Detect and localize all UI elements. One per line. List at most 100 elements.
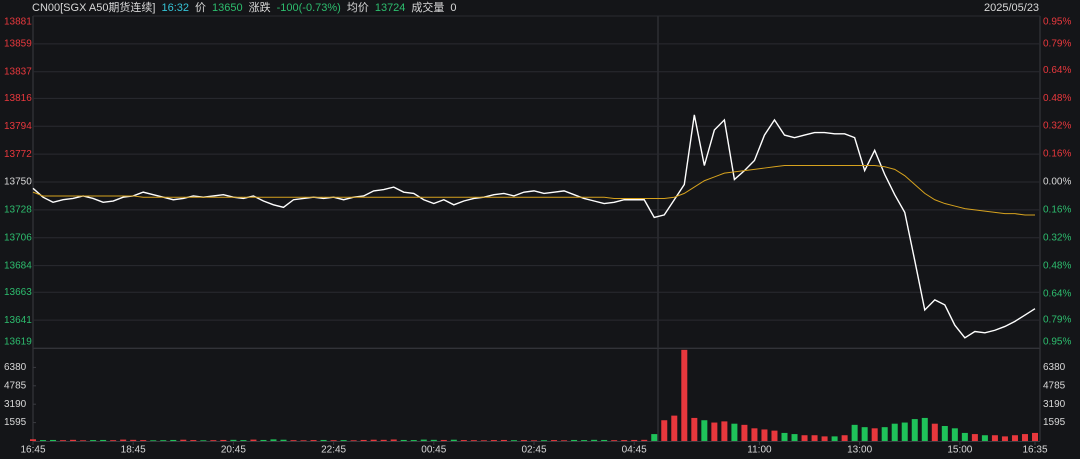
volume-bar — [90, 440, 97, 441]
volume-bar — [40, 440, 47, 441]
volume-bar — [541, 440, 548, 441]
volume-bar — [861, 427, 868, 441]
volume-bar — [721, 421, 728, 441]
y-tick-label: 13750 — [4, 177, 32, 188]
volume-bar — [280, 439, 287, 441]
volume-bar — [821, 436, 828, 441]
y-tick-label: 13772 — [4, 149, 32, 160]
volume-bar — [771, 430, 778, 441]
x-tick-label: 16:45 — [20, 445, 45, 456]
volume-bar — [971, 434, 978, 441]
y2-tick-label: 6380 — [1043, 362, 1066, 373]
change: -100(-0.73%) — [276, 2, 341, 14]
volume-bar — [551, 440, 558, 441]
volume-bar — [1001, 436, 1008, 441]
x-tick-label: 02:45 — [521, 445, 546, 456]
volume-bar — [370, 439, 377, 441]
symbol: CN00[SGX A50期货连续] — [32, 2, 156, 14]
x-tick-label: 11:00 — [747, 445, 772, 456]
volume-bar — [260, 439, 267, 441]
y-tick-label: 1595 — [4, 417, 27, 428]
x-tick-label: 15:00 — [947, 445, 972, 456]
volume-bar — [931, 423, 938, 441]
x-tick-label: 16:35 — [1022, 445, 1047, 456]
y2-tick-label: 3190 — [1043, 399, 1066, 410]
price-label: 价 — [195, 2, 207, 14]
y-tick-label: 4785 — [4, 380, 27, 391]
y2-tick-label: 0.79% — [1043, 39, 1071, 50]
volume-bar — [170, 439, 177, 441]
volume-bar — [440, 439, 447, 441]
volume-bar — [801, 435, 808, 441]
volume-bar — [180, 439, 187, 441]
y-tick-label: 13881 — [4, 17, 32, 28]
volume-bar — [691, 417, 698, 441]
volume-bar — [641, 439, 648, 441]
y-tick-label: 13706 — [4, 232, 32, 243]
volume-bar — [701, 420, 708, 441]
volume-bar — [951, 428, 958, 441]
volume-bar — [1011, 435, 1018, 441]
volume-bar — [561, 440, 568, 441]
y2-tick-label: 0.64% — [1043, 288, 1071, 299]
y-tick-label: 13641 — [4, 315, 32, 326]
volume-bar — [581, 440, 588, 441]
volume-bar — [390, 439, 397, 441]
volume-bar — [130, 439, 137, 441]
volume-bar — [741, 424, 748, 441]
volume-bar — [380, 439, 387, 441]
volume-bar — [430, 439, 437, 441]
date: 2025/05/23 — [984, 2, 1040, 14]
volume-bar — [791, 434, 798, 441]
volume-bar — [510, 440, 517, 441]
volume-bar — [190, 440, 197, 441]
y-tick-label: 13837 — [4, 66, 32, 77]
volume-bar — [921, 417, 928, 441]
volume-bar — [490, 440, 497, 441]
volume-bar — [420, 439, 427, 441]
volume-bar — [50, 439, 57, 441]
volume-bar — [661, 420, 668, 441]
volume-bar — [961, 432, 968, 441]
volume-bar — [140, 440, 147, 441]
volume-bar — [80, 440, 87, 441]
y2-tick-label: 0.48% — [1043, 261, 1071, 272]
x-tick-label: 04:45 — [622, 445, 647, 456]
volume-bar — [500, 439, 507, 441]
y2-tick-label: 0.95% — [1043, 17, 1071, 28]
volume-bar — [270, 439, 277, 441]
volume-bar — [290, 440, 297, 441]
y2-tick-label: 0.00% — [1043, 177, 1071, 188]
volume-bar — [571, 439, 578, 441]
volume-bar — [350, 440, 357, 441]
volume-bar — [60, 440, 67, 441]
change-label: 涨跌 — [248, 2, 271, 14]
header: CN00[SGX A50期货连续] 16:32 价 13650 涨跌 -100(-0.73… — [0, 0, 1080, 16]
volume-bar — [120, 439, 127, 441]
volume-bar — [901, 422, 908, 441]
volume-bar — [70, 439, 77, 441]
volume-bar — [711, 422, 718, 441]
volume-bar — [400, 439, 407, 441]
y2-tick-label: 0.95% — [1043, 337, 1071, 348]
y-tick-label: 13619 — [4, 337, 32, 348]
volume-bar — [981, 435, 988, 441]
y-tick-label: 13859 — [4, 39, 32, 50]
volume-bar — [310, 440, 317, 441]
volume-bar — [160, 440, 167, 441]
y-tick-label: 3190 — [4, 399, 27, 410]
y2-tick-label: 1595 — [1043, 417, 1066, 428]
y-tick-label: 6380 — [4, 362, 27, 373]
volume-bar — [330, 440, 337, 441]
volume-bar — [941, 426, 948, 441]
y2-tick-label: 0.32% — [1043, 121, 1071, 132]
time: 16:32 — [161, 2, 190, 14]
y-tick-label: 13728 — [4, 205, 32, 216]
volume-bar — [320, 439, 327, 441]
volume-bar — [210, 440, 217, 441]
volume-bar — [731, 423, 738, 441]
x-tick-label: 20:45 — [221, 445, 246, 456]
volume-bar — [230, 439, 237, 441]
volume-bar — [651, 434, 658, 441]
volume-bar — [360, 439, 367, 441]
